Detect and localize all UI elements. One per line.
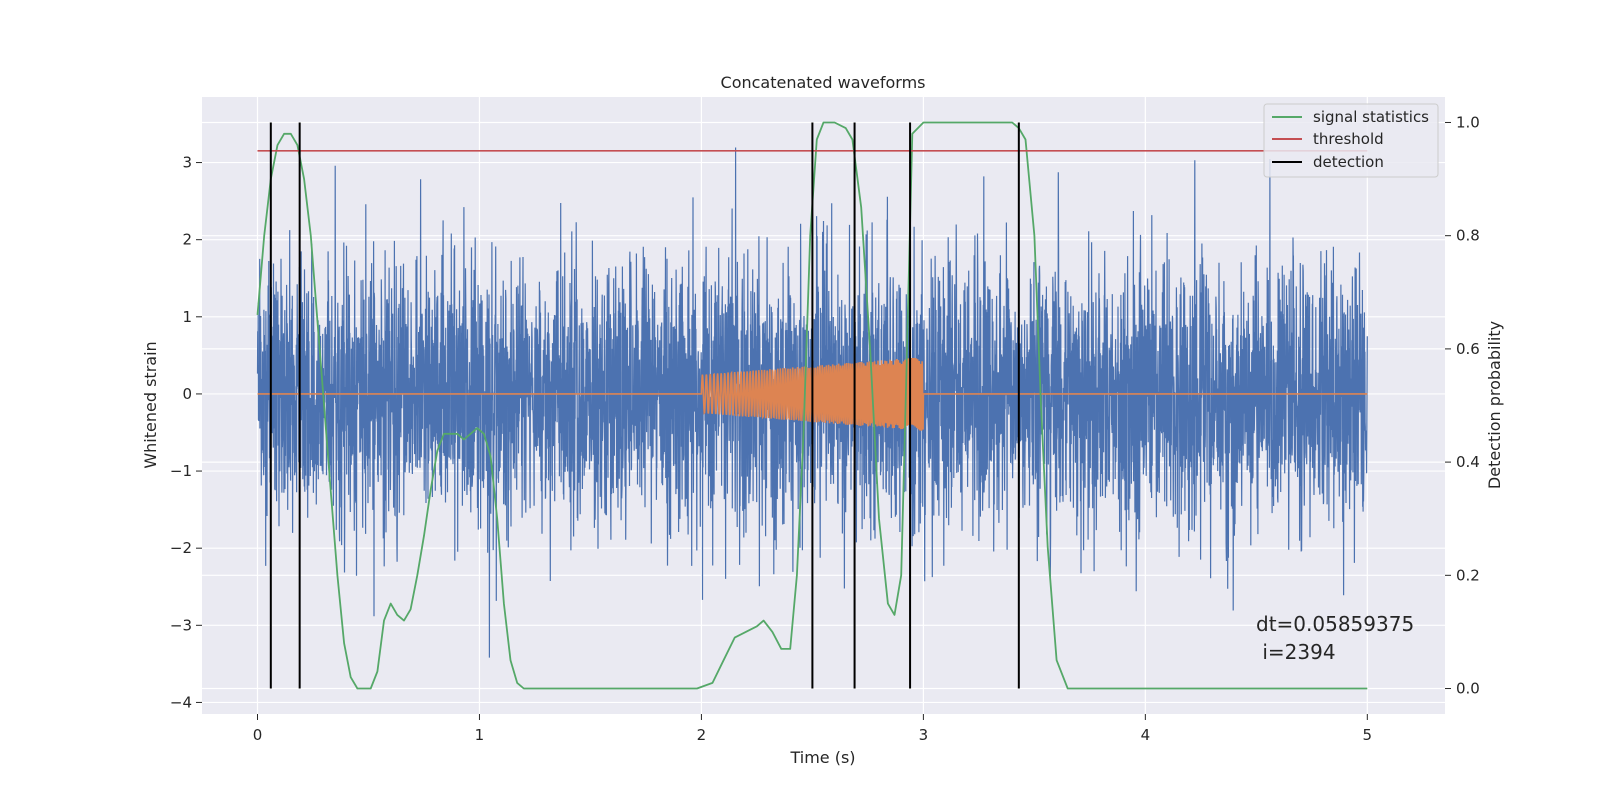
chart-title: Concatenated waveforms xyxy=(721,73,926,92)
ticks: 0 1 2 3 4 5 −4 −3 −2 −1 0 1 2 3 0.0 0.2 0.4 0.6 0.8 1.0 xyxy=(170,113,1480,744)
signal-statistics-series xyxy=(256,121,1368,690)
legend-box xyxy=(1263,103,1439,178)
x-tick-label: 2 xyxy=(697,726,707,744)
y2-tick-label: 0.2 xyxy=(1456,566,1480,584)
y2-tick-label: 1.0 xyxy=(1456,113,1480,131)
detection-series xyxy=(269,122,1020,689)
y-axis-label: Whitened strain xyxy=(141,341,160,468)
y-tick-label: −3 xyxy=(170,616,192,634)
legend-label-detection: detection xyxy=(1313,153,1384,171)
x-tick-label: 3 xyxy=(919,726,929,744)
annotation-i: i=2394 xyxy=(1256,640,1336,664)
y-tick-label: −4 xyxy=(170,693,192,711)
y2-tick-label: 0.0 xyxy=(1456,680,1480,698)
y-tick-label: 3 xyxy=(182,154,192,172)
y-tick-label: 1 xyxy=(182,308,192,326)
legend-label-threshold: threshold xyxy=(1313,130,1384,148)
y2-tick-label: 0.4 xyxy=(1456,453,1480,471)
y-tick-label: 2 xyxy=(182,231,192,249)
legend: signal statistics threshold detection xyxy=(1263,103,1439,178)
y-tick-label: 0 xyxy=(182,385,192,403)
y2-tick-label: 0.8 xyxy=(1456,227,1480,245)
x-axis-label: Time (s) xyxy=(789,748,855,767)
x-tick-label: 1 xyxy=(475,726,485,744)
x-tick-label: 5 xyxy=(1363,726,1373,744)
annotation-dt: dt=0.05859375 xyxy=(1256,612,1414,636)
legend-label-signal-statistics: signal statistics xyxy=(1313,108,1429,126)
y2-tick-label: 0.6 xyxy=(1456,340,1480,358)
x-tick-label: 0 xyxy=(253,726,263,744)
x-tick-label: 4 xyxy=(1141,726,1151,744)
y2-axis-label: Detection probability xyxy=(1485,321,1504,489)
y-tick-label: −2 xyxy=(170,539,192,557)
y-tick-label: −1 xyxy=(170,462,192,480)
signal-statistics-line xyxy=(256,121,1368,690)
